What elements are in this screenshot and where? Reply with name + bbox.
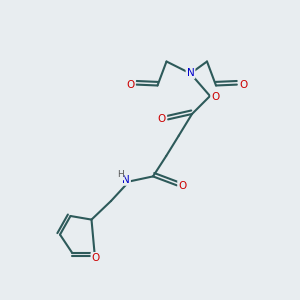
Text: N: N <box>187 68 194 78</box>
Text: O: O <box>178 181 187 191</box>
Text: H: H <box>117 170 123 179</box>
Text: O: O <box>126 80 135 90</box>
Text: O: O <box>211 92 220 103</box>
Text: O: O <box>92 253 100 263</box>
Text: O: O <box>158 114 166 124</box>
Text: O: O <box>239 80 247 90</box>
Text: N: N <box>122 175 130 185</box>
